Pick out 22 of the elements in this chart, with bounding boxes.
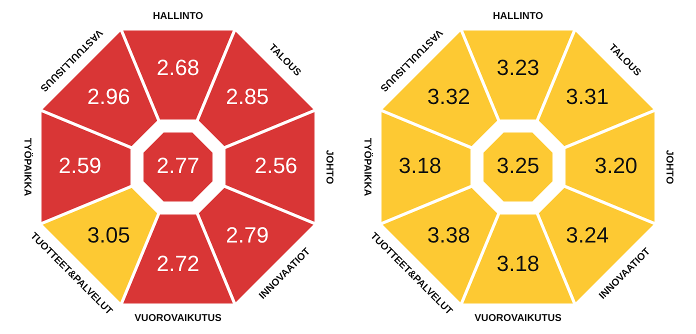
- data-label: 2.72: [156, 251, 200, 276]
- data-label: 2.85: [226, 84, 269, 109]
- category-label: HALLINTO: [492, 10, 544, 22]
- data-label: 3.18: [496, 251, 540, 276]
- data-label: 3.23: [496, 55, 540, 80]
- category-label: JOHTO: [323, 150, 334, 184]
- category-label: TYÖPAIKKA: [361, 138, 374, 196]
- category-label: HALLINTO: [152, 10, 204, 22]
- category-label: TYÖPAIKKA: [21, 138, 34, 196]
- data-label: 3.20: [594, 153, 638, 178]
- category-label: JOHTO: [663, 150, 674, 184]
- text: 2.77: [156, 153, 200, 178]
- data-label: 2.68: [156, 55, 200, 80]
- data-label: 2.79: [226, 222, 269, 248]
- text: 3.25: [496, 153, 540, 178]
- data-label: 2.56: [254, 153, 298, 178]
- data-label: 3.24: [566, 222, 609, 248]
- data-label: 2.59: [58, 153, 102, 178]
- category-label: VUOROVAIKUTUS: [474, 312, 562, 324]
- data-label: 3.18: [398, 153, 442, 178]
- data-label: 3.31: [566, 84, 609, 109]
- category-label: VUOROVAIKUTUS: [134, 312, 222, 324]
